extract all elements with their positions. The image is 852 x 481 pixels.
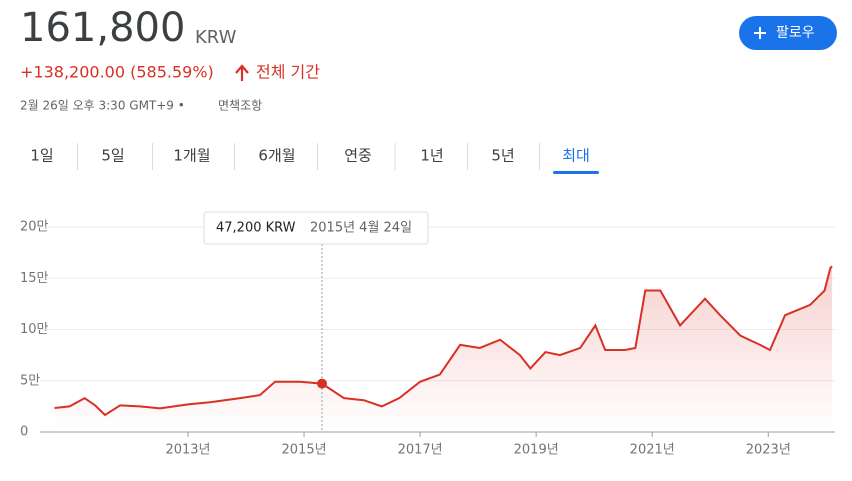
price-line <box>54 265 833 417</box>
y-tick-label: 20만 <box>20 220 49 235</box>
plus-icon <box>754 27 766 39</box>
y-tick-label: 5만 <box>20 373 40 388</box>
tab[interactable]: 5일 <box>101 147 124 165</box>
tooltip-value: 47,200 KRW <box>216 221 296 236</box>
x-tick-label: 2013년 <box>165 443 210 458</box>
timestamp: 2월 26일 오후 3:30 GMT+9 • <box>20 99 185 113</box>
price: 161,800 <box>20 5 185 51</box>
follow-label: 팔로우 <box>776 25 815 41</box>
follow-bg <box>739 16 837 50</box>
x-tick-label: 2023년 <box>746 443 791 458</box>
period: 전체 기간 <box>256 63 320 82</box>
x-tick-label: 2021년 <box>630 443 675 458</box>
x-tick-label: 2015년 <box>282 443 327 458</box>
currency: KRW <box>195 27 237 48</box>
tab[interactable]: 1년 <box>420 147 443 165</box>
follow-button[interactable]: 팔로우 <box>739 16 837 50</box>
hover-dot <box>317 378 328 389</box>
tab-underline <box>553 171 599 174</box>
up-arrow <box>235 64 249 81</box>
tab[interactable]: 1개월 <box>173 147 210 165</box>
tooltip-box <box>203 211 429 245</box>
y-tick-label: 0 <box>20 425 28 440</box>
y-tick-label: 10만 <box>20 322 49 337</box>
tooltip-date: 2015년 4월 24일 <box>310 221 412 236</box>
area <box>54 266 833 432</box>
tab[interactable]: 5년 <box>491 147 514 165</box>
change: +138,200.00 (585.59%) <box>20 63 214 82</box>
y-tick-label: 15만 <box>20 271 49 286</box>
tab[interactable]: 연중 <box>344 147 372 165</box>
x-tick-label: 2019년 <box>514 443 559 458</box>
disclaimer[interactable]: 면책조항 <box>218 98 262 113</box>
tab[interactable]: 1일 <box>30 147 53 165</box>
tab[interactable]: 6개월 <box>258 147 295 165</box>
x-tick-label: 2017년 <box>398 443 443 458</box>
tab[interactable]: 최대 <box>562 147 590 165</box>
